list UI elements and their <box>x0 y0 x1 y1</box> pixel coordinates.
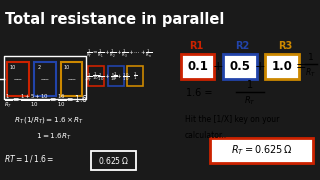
Text: $R_T = 0.625\,\Omega$: $R_T = 0.625\,\Omega$ <box>231 144 292 158</box>
Text: $1 = 1.6R_T$: $1 = 1.6R_T$ <box>36 131 71 142</box>
Text: =: = <box>296 60 306 73</box>
Text: $RT = 1\,/\,1.6 = $: $RT = 1\,/\,1.6 = $ <box>4 153 54 165</box>
Text: 1.6 =: 1.6 = <box>186 88 213 98</box>
Text: 1: 1 <box>308 53 314 62</box>
Text: $\frac{1}{R_T}= \frac{1}{10}+\frac{5}{10}+\frac{10}{10}$: $\frac{1}{R_T}= \frac{1}{10}+\frac{5}{10… <box>86 71 130 84</box>
Bar <box>34 62 56 96</box>
Bar <box>210 138 313 163</box>
Text: $\frac{1}{2}$: $\frac{1}{2}$ <box>113 70 118 82</box>
Text: $R_T\,(1/R_T) = 1.6 \times R_T$: $R_T\,(1/R_T) = 1.6 \times R_T$ <box>14 115 85 125</box>
Text: ~∼~: ~∼~ <box>68 76 76 81</box>
Text: Hit the [1/X] key on your: Hit the [1/X] key on your <box>185 115 279 124</box>
Text: $R_T$: $R_T$ <box>305 66 316 79</box>
Bar <box>7 62 29 96</box>
Text: R2: R2 <box>236 41 250 51</box>
Text: 1.0: 1.0 <box>272 60 292 73</box>
Text: 0.1: 0.1 <box>187 60 208 73</box>
Text: 2: 2 <box>38 65 41 70</box>
Text: Total resistance in parallel: Total resistance in parallel <box>5 12 224 27</box>
Bar <box>223 54 257 79</box>
Text: 1: 1 <box>246 80 253 90</box>
Text: $0.625\,\Omega$: $0.625\,\Omega$ <box>99 155 129 166</box>
Bar <box>88 66 104 86</box>
Text: +: + <box>255 60 266 73</box>
Bar <box>92 150 136 170</box>
Text: R1: R1 <box>189 41 203 51</box>
Text: $\frac{1}{1}$: $\frac{1}{1}$ <box>133 70 138 82</box>
Text: $R_T$: $R_T$ <box>244 94 255 107</box>
Text: $\frac{1}{R_T} = \frac{1+5+10}{10} = \frac{16}{10} = 1.6$: $\frac{1}{R_T} = \frac{1+5+10}{10} = \fr… <box>4 93 88 110</box>
Bar <box>108 66 124 86</box>
Text: 0.5: 0.5 <box>229 60 250 73</box>
Text: $\frac{1}{R_T} = \frac{1}{R_1}+\frac{1}{R_2}+\frac{1}{R_3}+\cdots+\frac{1}{R_n}$: $\frac{1}{R_T} = \frac{1}{R_1}+\frac{1}{… <box>86 48 152 60</box>
Text: ~∼~: ~∼~ <box>41 76 49 81</box>
Bar <box>127 66 143 86</box>
Bar <box>180 54 214 79</box>
Text: calculator..: calculator.. <box>185 130 227 140</box>
Text: $\frac{1}{10}$: $\frac{1}{10}$ <box>92 70 100 82</box>
Text: 10: 10 <box>9 65 16 70</box>
Bar <box>265 54 299 79</box>
Text: ~∼~: ~∼~ <box>14 76 22 81</box>
Text: 10: 10 <box>63 65 69 70</box>
Text: R3: R3 <box>278 41 292 51</box>
Text: +: + <box>212 60 223 73</box>
Bar <box>61 62 83 96</box>
